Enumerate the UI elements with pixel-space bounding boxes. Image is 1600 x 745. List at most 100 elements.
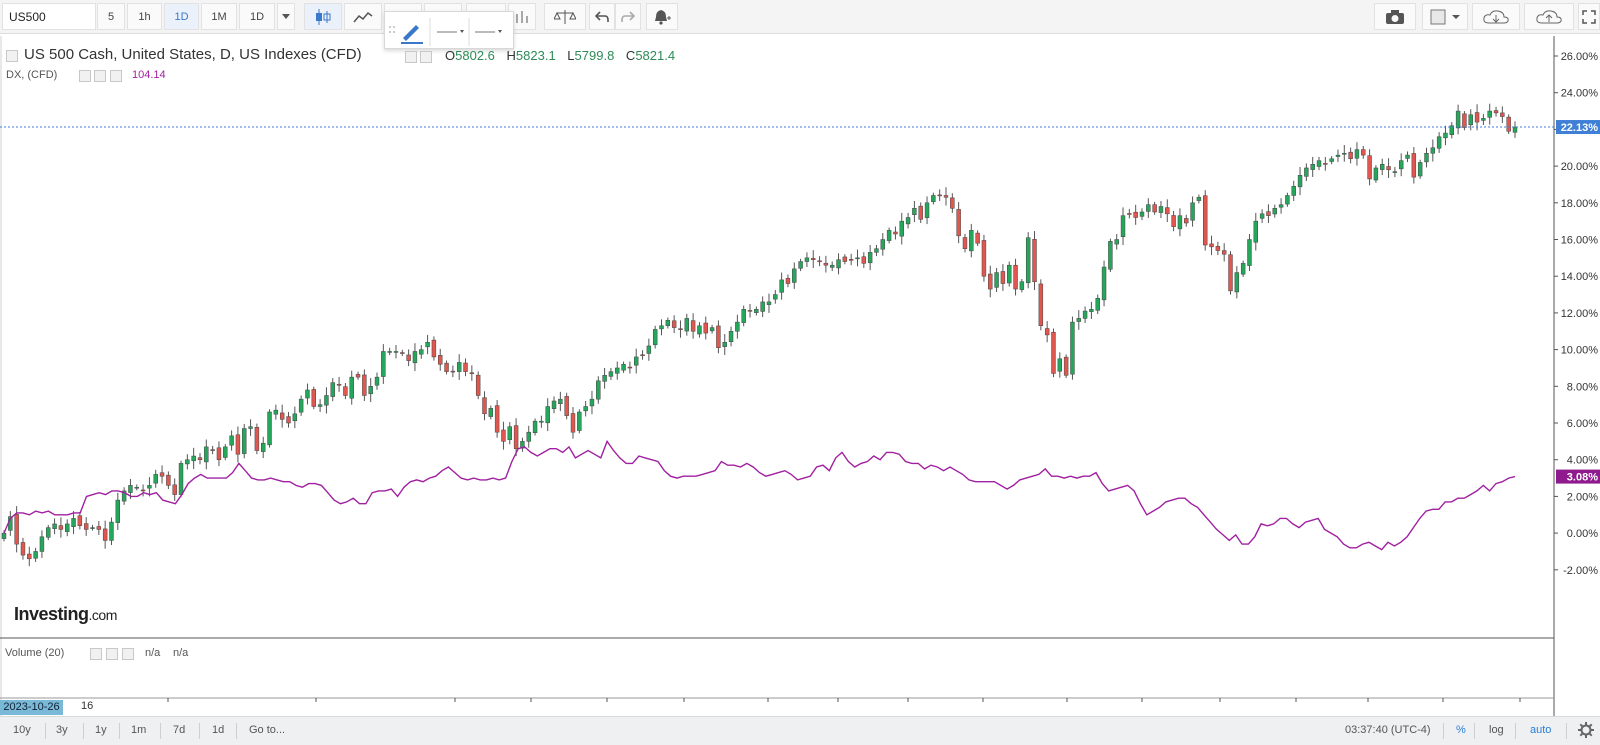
y-tick-label: -2.00% [1563, 565, 1598, 577]
candle-body [608, 371, 614, 377]
clock-timezone[interactable]: 03:37:40 (UTC-4) [1345, 724, 1431, 736]
range-1y-button[interactable]: 1y [95, 724, 107, 736]
high-value: 5823.1 [515, 48, 556, 63]
line-chart-button[interactable] [344, 3, 382, 30]
compare-settings-icon[interactable] [94, 70, 106, 82]
compare-close-icon[interactable] [110, 70, 122, 82]
candle-body [39, 536, 45, 552]
candle-body [684, 318, 690, 332]
logo-brand: Investing [14, 604, 89, 624]
candle-body [811, 258, 816, 260]
candle-body [286, 416, 291, 424]
candle-body [1114, 239, 1119, 245]
candle-body [1070, 321, 1075, 375]
compare-button[interactable] [544, 3, 586, 30]
range-1m-button[interactable]: 1m [131, 724, 147, 736]
screenshot-button[interactable] [1374, 3, 1416, 30]
candle-body [690, 320, 696, 332]
interval-1h-button[interactable]: 1h [127, 3, 162, 30]
fullscreen-button[interactable] [1578, 3, 1600, 30]
range-7d-button[interactable]: 7d [173, 724, 186, 736]
candle-body [931, 195, 936, 202]
candle-body [583, 406, 588, 412]
save-chart-button[interactable] [1524, 3, 1574, 30]
candle-body [1240, 263, 1246, 275]
log-scale-toggle[interactable]: log [1489, 724, 1504, 736]
range-3y-button[interactable]: 3y [56, 724, 68, 736]
candles-button[interactable] [304, 3, 342, 30]
candle-body [374, 376, 380, 386]
candle-body [267, 411, 272, 446]
candle-body [855, 257, 860, 260]
candle-body [981, 240, 987, 277]
candle-body [463, 362, 468, 372]
candle-body [1259, 213, 1265, 219]
candle-body [634, 356, 639, 366]
candle-body [349, 376, 354, 399]
x-axis-ticks [167, 698, 1521, 702]
collapse-legend-icon[interactable] [6, 50, 18, 62]
visibility-icon[interactable] [405, 51, 417, 63]
candle-body [956, 209, 961, 237]
candle-body [1278, 204, 1284, 208]
candle-body [1228, 254, 1233, 292]
candle-body [475, 374, 481, 396]
candle-body [172, 484, 177, 495]
high-label: H [506, 48, 516, 63]
candle-body [419, 349, 424, 355]
us500-last-label: 22.13% [1561, 122, 1599, 134]
candle-body [223, 446, 228, 458]
volume-settings-icon[interactable] [106, 648, 118, 660]
price-chart[interactable]: 26.00%24.00%22.00%20.00%18.00%16.00%14.0… [0, 36, 1600, 716]
range-1d-button[interactable]: 1d [212, 724, 225, 736]
gear-icon[interactable] [1578, 722, 1594, 738]
interval-1m-button[interactable]: 1M [201, 3, 237, 30]
candle-body [804, 257, 810, 262]
alert-button[interactable] [646, 3, 678, 30]
candle-body [577, 411, 582, 431]
range-10y-button[interactable]: 10y [13, 724, 31, 736]
candle-body [1361, 149, 1366, 156]
candle-body [1323, 163, 1328, 165]
load-chart-button[interactable] [1472, 3, 1520, 30]
candle-body [450, 370, 456, 373]
candle-body [305, 389, 310, 399]
candle-body [393, 351, 399, 353]
redo-icon [621, 10, 635, 22]
open-label: O [445, 48, 456, 63]
candle-body [602, 375, 607, 382]
auto-scale-toggle[interactable]: auto [1530, 724, 1552, 736]
candle-body [336, 384, 342, 386]
candle-body [1108, 241, 1113, 270]
candle-body [697, 325, 702, 335]
undo-button[interactable] [589, 3, 615, 30]
candle-body [836, 259, 841, 269]
redo-button[interactable] [615, 3, 641, 30]
interval-1d-button[interactable]: 1D [164, 3, 199, 30]
candle-body [671, 320, 677, 328]
interval-dropdown-button[interactable] [277, 3, 295, 30]
layout-button[interactable] [1422, 3, 1468, 30]
volume-visibility-icon[interactable] [90, 648, 102, 660]
candle-body [760, 301, 765, 312]
candle-body [1354, 149, 1360, 159]
goto-date-button[interactable]: Go to... [249, 724, 286, 736]
candle-body [798, 261, 803, 269]
candle-body [899, 220, 904, 237]
candle-body [975, 232, 980, 244]
settings-small-icon[interactable] [420, 51, 432, 63]
candle-body [153, 474, 158, 484]
y-tick-label: 2.00% [1567, 491, 1598, 503]
percent-scale-toggle[interactable]: % [1456, 724, 1466, 736]
candle-body [1493, 110, 1499, 114]
compare-visibility-icon[interactable] [79, 70, 91, 82]
interval-custom-button[interactable]: 1D [239, 3, 275, 30]
symbol-search-input[interactable] [2, 3, 96, 30]
candle-body [494, 405, 500, 433]
candle-body [1266, 211, 1271, 216]
candle-body [33, 551, 38, 559]
candle-body [1044, 328, 1050, 336]
volume-close-icon[interactable] [122, 648, 134, 660]
interval-5-button[interactable]: 5 [97, 3, 125, 30]
candle-body [1146, 204, 1151, 212]
